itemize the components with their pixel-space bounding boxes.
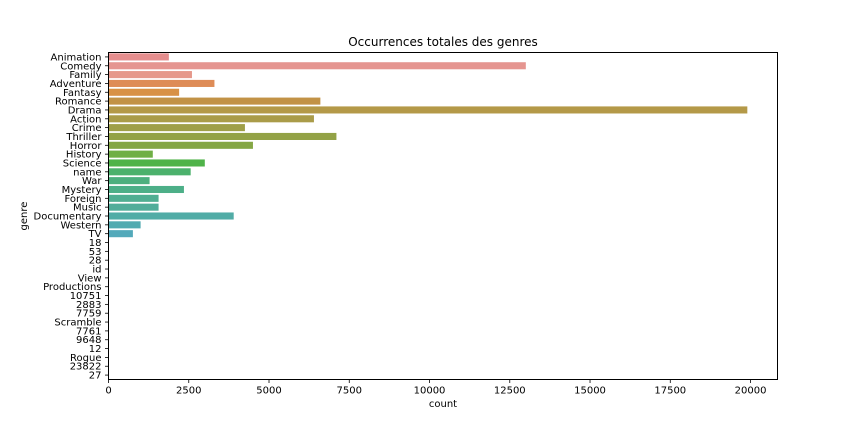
x-axis-title: count bbox=[429, 399, 457, 410]
bar-comedy bbox=[108, 62, 526, 70]
bar-history bbox=[108, 150, 153, 158]
y-tick-label: Thriller bbox=[65, 132, 102, 143]
y-tick-label: Rogue bbox=[70, 353, 101, 364]
y-tick-label: Comedy bbox=[60, 61, 101, 72]
y-tick-label: Animation bbox=[51, 52, 102, 63]
y-tick-labels: AnimationComedyFamilyAdventureFantasyRom… bbox=[34, 52, 109, 382]
y-tick-label: Adventure bbox=[50, 79, 102, 90]
y-tick-label: Crime bbox=[72, 123, 102, 134]
bar-animation bbox=[108, 53, 169, 61]
y-tick-label: 23822 bbox=[70, 362, 102, 373]
bar-tv bbox=[108, 230, 133, 238]
bar-thriller bbox=[108, 132, 337, 140]
y-tick-label: name bbox=[73, 167, 101, 178]
y-tick-label: Action bbox=[70, 114, 101, 125]
bar-western bbox=[108, 221, 141, 229]
bar-science bbox=[108, 159, 205, 167]
chart-title: Occurrences totales des genres bbox=[348, 35, 538, 49]
y-tick-label: Documentary bbox=[34, 212, 102, 223]
y-tick-label: Romance bbox=[55, 97, 101, 108]
y-tick-label: 7759 bbox=[76, 309, 101, 320]
bar-foreign bbox=[108, 194, 159, 202]
y-tick-label: Productions bbox=[43, 282, 101, 293]
y-tick-label: 28 bbox=[89, 256, 102, 267]
y-axis-title: genre bbox=[19, 202, 30, 231]
x-tick-label: 2500 bbox=[176, 386, 201, 397]
bar-crime bbox=[108, 124, 245, 132]
bar-music bbox=[108, 203, 159, 211]
y-tick-label: Science bbox=[63, 158, 102, 169]
y-tick-label: 27 bbox=[89, 371, 102, 382]
y-tick-label: War bbox=[82, 176, 102, 187]
bar-war bbox=[108, 177, 150, 185]
y-tick-label: Fantasy bbox=[63, 88, 102, 99]
bar-fantasy bbox=[108, 88, 180, 96]
y-tick-label: 2883 bbox=[76, 300, 101, 311]
bar-romance bbox=[108, 97, 321, 105]
y-tick-label: 12 bbox=[89, 344, 102, 355]
bar-family bbox=[108, 71, 192, 79]
bar-drama bbox=[108, 106, 748, 114]
y-tick-label: id bbox=[92, 265, 101, 276]
y-tick-label: 53 bbox=[89, 247, 102, 258]
x-tick-label: 17500 bbox=[654, 386, 686, 397]
y-tick-label: Mystery bbox=[62, 185, 102, 196]
bar-adventure bbox=[108, 79, 215, 87]
y-tick-label: Drama bbox=[68, 105, 102, 116]
y-tick-label: 9648 bbox=[76, 335, 101, 346]
y-tick-label: Western bbox=[60, 220, 101, 231]
x-tick-label: 0 bbox=[105, 386, 111, 397]
y-tick-label: 7761 bbox=[76, 326, 101, 337]
bar-action bbox=[108, 115, 314, 123]
y-tick-label: Foreign bbox=[64, 194, 101, 205]
x-tick-label: 5000 bbox=[256, 386, 281, 397]
x-tick-label: 15000 bbox=[574, 386, 606, 397]
y-tick-label: Scramble bbox=[54, 318, 101, 329]
y-tick-label: TV bbox=[88, 229, 102, 240]
y-tick-label: Horror bbox=[70, 141, 103, 152]
y-tick-label: View bbox=[78, 273, 102, 284]
x-tick-label: 12500 bbox=[494, 386, 526, 397]
bar-horror bbox=[108, 141, 253, 149]
x-tick-label: 7500 bbox=[337, 386, 362, 397]
bar-mystery bbox=[108, 185, 184, 194]
bar-name bbox=[108, 168, 191, 176]
bars-layer bbox=[108, 53, 748, 238]
x-tick-label: 20000 bbox=[735, 386, 767, 397]
y-tick-label: Family bbox=[69, 70, 101, 81]
x-ticks: 0 2500 5000 7500 10000 12500 15000 17500 20000 bbox=[105, 379, 767, 397]
y-tick-label: History bbox=[66, 150, 102, 161]
plot-frame bbox=[108, 52, 778, 380]
x-tick-label: 10000 bbox=[414, 386, 446, 397]
y-tick-label: 18 bbox=[89, 238, 102, 249]
y-tick-label: Music bbox=[73, 203, 101, 214]
y-tick-label: 10751 bbox=[70, 291, 102, 302]
bar-documentary bbox=[108, 212, 234, 220]
